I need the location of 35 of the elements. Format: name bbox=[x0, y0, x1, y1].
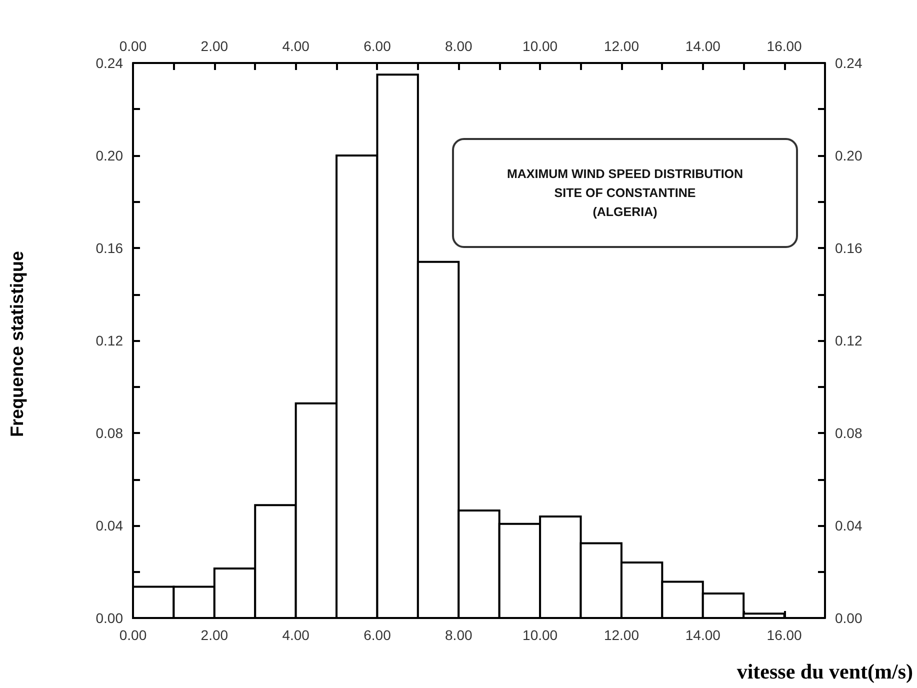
y2-tick-label: 0.12 bbox=[835, 332, 862, 348]
x-tick-label: 0.00 bbox=[119, 627, 147, 643]
y-tick-label: 0.24 bbox=[96, 55, 124, 71]
x-tick-label: 16.00 bbox=[766, 627, 802, 643]
x2-tick-label: 2.00 bbox=[200, 38, 228, 54]
y-tick-label: 0.16 bbox=[96, 240, 124, 256]
y2-tick-label: 0.20 bbox=[835, 148, 862, 164]
y2-tick-label: 0.16 bbox=[835, 240, 862, 256]
y-tick-label: 0.00 bbox=[96, 610, 124, 626]
x-tick-label: 12.00 bbox=[604, 627, 640, 643]
x-axis-title: vitesse du vent(m/s) bbox=[736, 660, 914, 684]
y2-tick-label: 0.00 bbox=[835, 610, 862, 626]
y-axis-title: Frequence statistique bbox=[7, 250, 27, 438]
x2-tick-label: 16.00 bbox=[766, 38, 802, 54]
y2-tick-label: 0.24 bbox=[835, 55, 862, 71]
x2-tick-label: 4.00 bbox=[282, 38, 310, 54]
annotation: MAXIMUM WIND SPEED DISTRIBUTION SITE OF CONSTANTINE (ALGERIA) bbox=[452, 138, 798, 248]
x-tick-label: 10.00 bbox=[522, 627, 558, 643]
y2-tick-label: 0.08 bbox=[835, 425, 862, 441]
x2-tick-label: 14.00 bbox=[685, 38, 721, 54]
x2-tick-label: 6.00 bbox=[364, 38, 392, 54]
x-tick-label: 6.00 bbox=[364, 627, 392, 643]
x2-tick-label: 8.00 bbox=[445, 38, 472, 54]
y-tick-label: 0.12 bbox=[96, 332, 124, 348]
y-tick-label: 0.08 bbox=[96, 425, 124, 441]
x2-tick-label: 10.00 bbox=[522, 38, 558, 54]
x-tick-label: 4.00 bbox=[282, 627, 310, 643]
x-tick-label: 2.00 bbox=[200, 627, 228, 643]
y-tick-label: 0.20 bbox=[96, 148, 124, 164]
x2-tick-label: 12.00 bbox=[604, 38, 640, 54]
x2-tick-label: 0.00 bbox=[119, 38, 147, 54]
x-tick-label: 8.00 bbox=[445, 627, 472, 643]
y-tick-label: 0.04 bbox=[96, 518, 124, 534]
x-tick-label: 14.00 bbox=[685, 627, 721, 643]
y2-tick-label: 0.04 bbox=[835, 518, 862, 534]
